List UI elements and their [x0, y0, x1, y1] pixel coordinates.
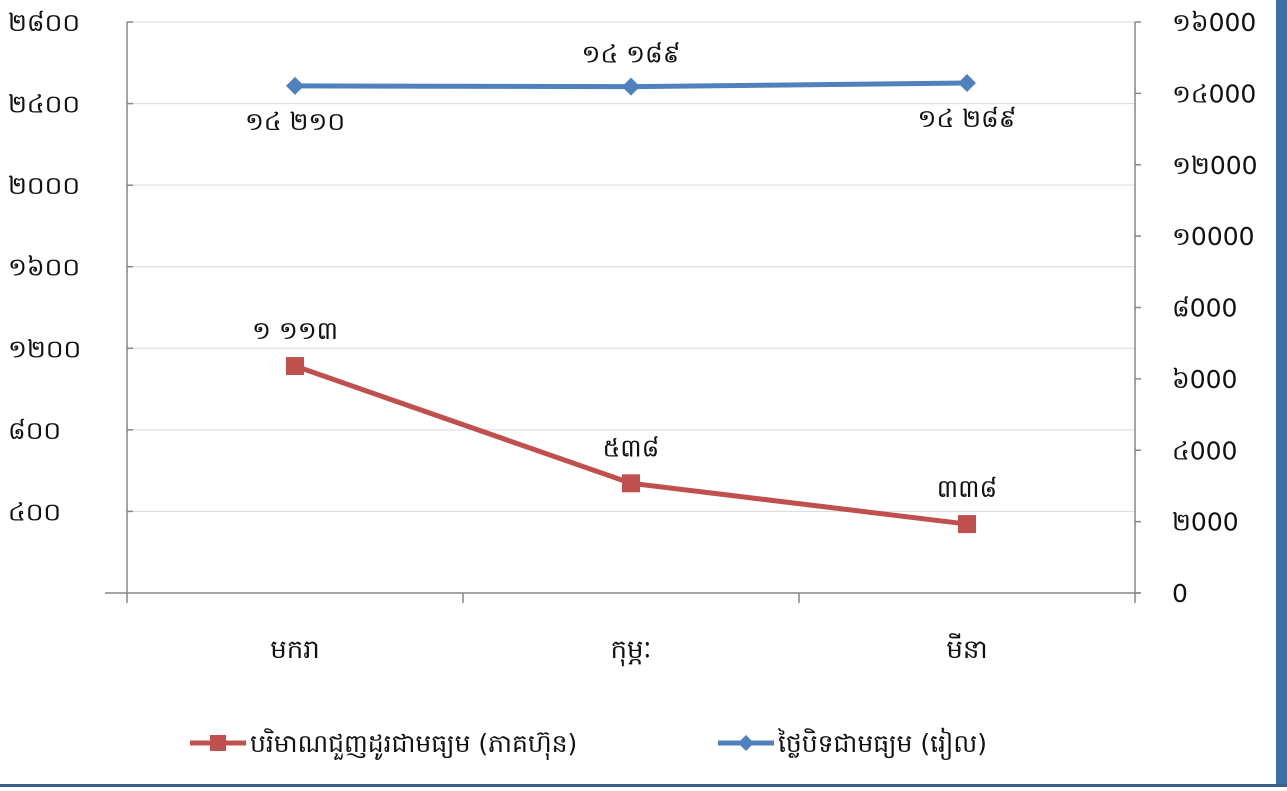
right-tick-label: ១៦000 [1172, 8, 1256, 37]
right-tick-label: ៤000 [1172, 436, 1237, 465]
x-category-label: មករា [270, 635, 320, 665]
data-point-square [958, 515, 976, 534]
x-category-label: កុម្ភៈ [611, 635, 652, 667]
data-label: ១ ១១៣ [252, 316, 338, 345]
right-tick-label: ១៤000 [1172, 79, 1256, 108]
left-tick-label: ៨០០ [8, 416, 61, 445]
x-category-label: មីនា [946, 633, 987, 665]
right-tick-label: ២000 [1172, 508, 1239, 537]
data-point-square [622, 474, 640, 493]
data-point-diamond [958, 74, 976, 93]
left-tick-label: ១២០០ [8, 334, 81, 363]
legend: បរិមាណជួញដូរជាមធ្យម (ភាគហ៊ុន) ថ្លៃបិទជាមធ… [190, 727, 987, 760]
data-label: ៣៣៨ [937, 474, 997, 503]
left-tick-label: ១៦០០ [8, 253, 80, 282]
frame-right-border [1276, 0, 1287, 787]
left-tick-label: ២៨០០ [8, 8, 80, 37]
right-tick-label: 0 [1172, 579, 1188, 608]
data-label: ១៤ ២១០ [245, 107, 345, 136]
left-tick-label: ៤០០ [8, 497, 61, 526]
data-point-diamond [286, 76, 304, 95]
legend-marker-square [210, 735, 226, 751]
data-label: ១៤ ២៨៩ [918, 104, 1017, 133]
right-tick-label: ១0000 [1172, 222, 1255, 251]
left-tick-label: ២០០០ [8, 171, 80, 200]
axes: ៤០០ ៨០០ ១២០០ ១៦០០ ២០០០ ២៤០០ ២៨០០ 0 ២000 ៤000 ៦000 ៨… [8, 8, 1258, 667]
legend-label: ថ្លៃបិទជាមធ្យម (រៀល) [777, 727, 987, 760]
legend-label: បរិមាណជួញដូរជាមធ្យម (ភាគហ៊ុន) [250, 728, 577, 760]
right-tick-label: ១២000 [1172, 151, 1258, 180]
legend-marker-diamond [738, 735, 754, 751]
frame-bottom-border [0, 784, 1287, 787]
right-tick-label: ៨000 [1172, 294, 1237, 323]
series [286, 74, 976, 534]
data-point-square [286, 357, 304, 376]
gridlines [127, 21, 1135, 512]
left-tick-label: ២៤០០ [8, 90, 80, 119]
data-label: ៥៣៨ [603, 433, 660, 462]
right-tick-label: ៦000 [1172, 365, 1237, 394]
data-point-diamond [622, 77, 640, 96]
data-label: ១៤ ១៨៩ [582, 40, 681, 69]
